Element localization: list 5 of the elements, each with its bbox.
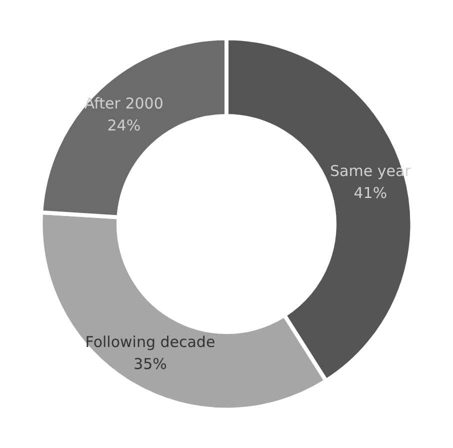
slice-label: After 2000: [84, 94, 164, 113]
slice-label: Following decade: [85, 333, 216, 352]
data-label: 41%: [354, 184, 388, 202]
data-label: 35%: [134, 355, 167, 374]
data-label: 24%: [107, 116, 141, 135]
